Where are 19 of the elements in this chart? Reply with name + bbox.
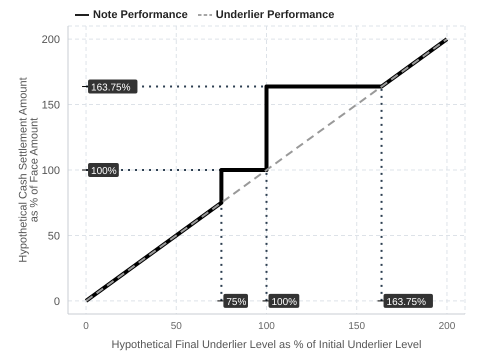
x-tick-label: 50 xyxy=(170,321,182,332)
ref-line-label: 163.75% xyxy=(386,296,426,308)
y-tick-label: 50 xyxy=(48,230,60,242)
ref-line-label: 163.75% xyxy=(91,82,131,94)
ref-line-label: 75% xyxy=(226,296,247,308)
x-tick-label: 0 xyxy=(83,321,90,332)
y-tick-label: 0 xyxy=(54,296,60,308)
ref-line-label: 100% xyxy=(91,166,117,177)
y-axis-title: Hypothetical Cash Settlement Amount as % of Face Amount xyxy=(17,77,40,263)
legend-label: Underlier Performance xyxy=(216,8,334,21)
x-axis-title: Hypothetical Final Underlier Level as % of Initial Underlier Level xyxy=(112,339,422,351)
legend-label: Note Performance xyxy=(93,8,188,21)
y-tick-label: 200 xyxy=(42,34,60,46)
ref-line-label: 100% xyxy=(272,296,298,308)
y-tick-label: 100 xyxy=(42,164,60,177)
x-tick-label: 150 xyxy=(348,321,366,332)
y-tick-label: 150 xyxy=(42,99,60,112)
x-tick-label: 100 xyxy=(258,321,276,332)
x-tick-label: 200 xyxy=(438,321,456,332)
